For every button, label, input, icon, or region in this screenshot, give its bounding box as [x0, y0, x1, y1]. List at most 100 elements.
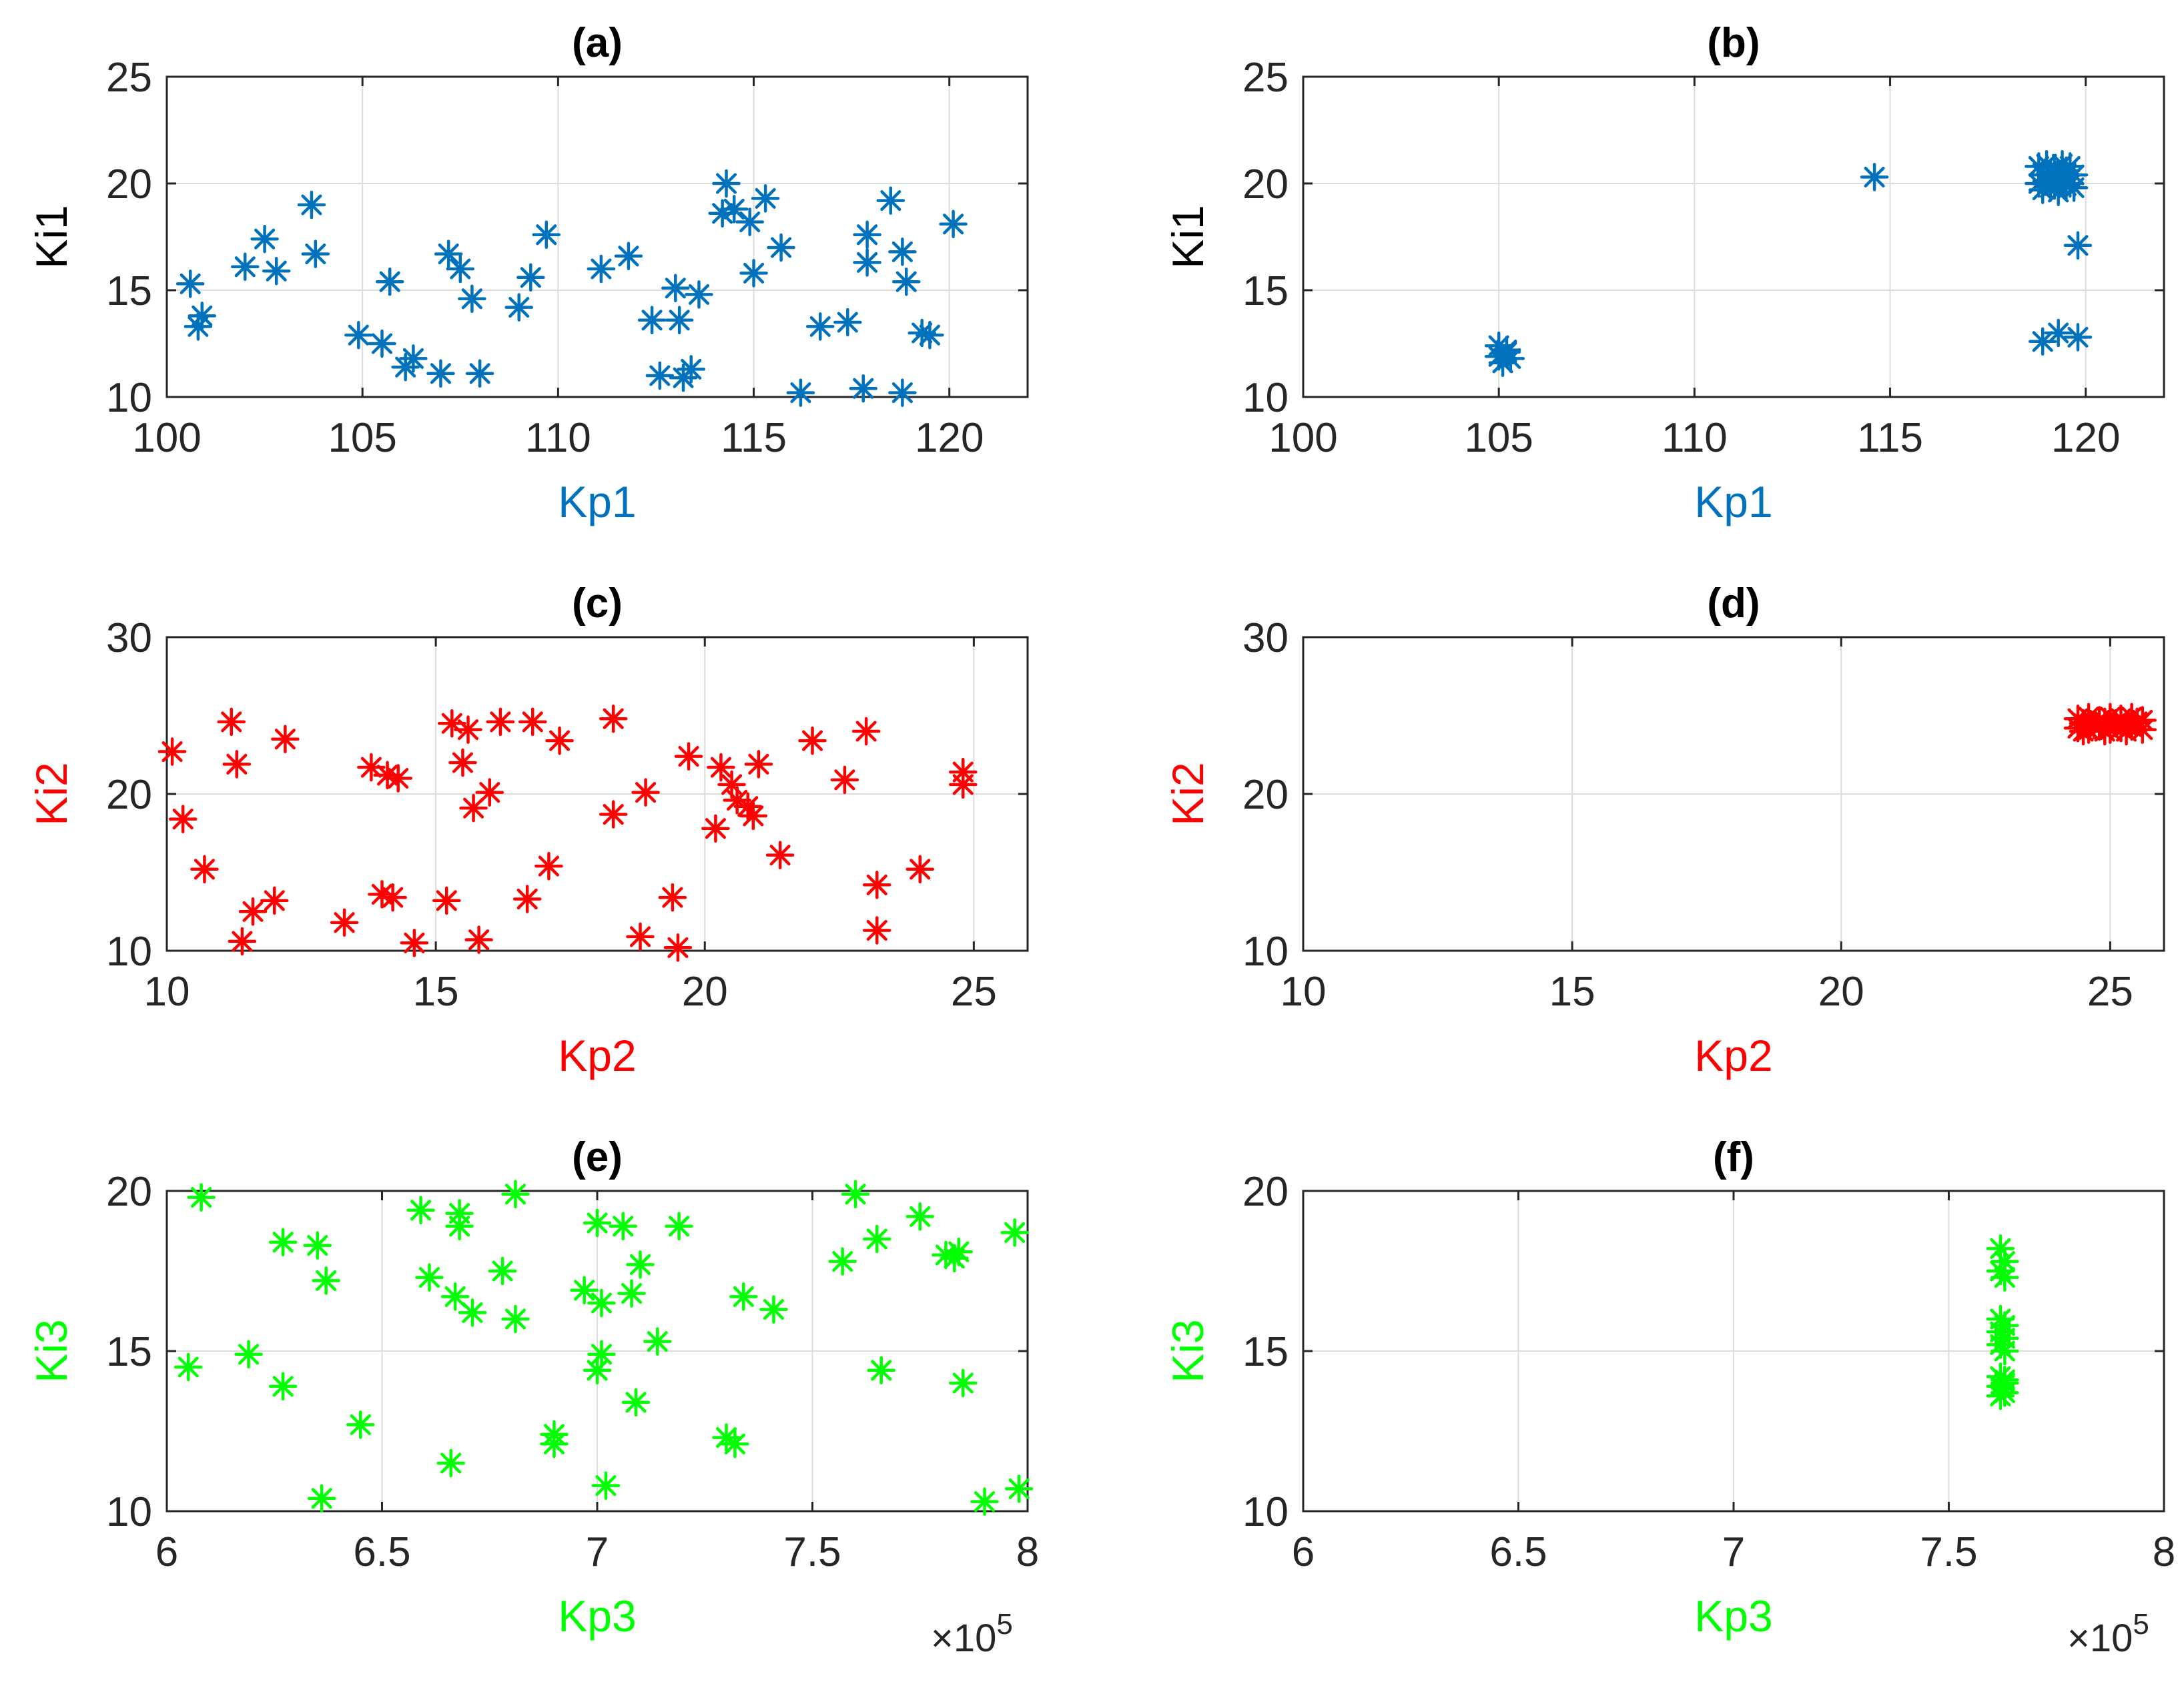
data-point — [626, 1250, 655, 1279]
data-point — [735, 207, 764, 236]
subplot-f: 6 6.5 7 7.5 8 10 15 20 (f) Kp3 Ki3 ×105 — [1163, 1134, 2175, 1660]
data-point — [459, 793, 488, 823]
x-axis-label: Kp2 — [1694, 1031, 1772, 1080]
data-point — [344, 320, 373, 350]
y-tick-label: 20 — [106, 161, 152, 207]
data-point — [786, 378, 815, 407]
subplot-a: 100 105 110 115 120 10 15 20 25 (a) Kp1 Ki1 — [27, 20, 1029, 526]
data-point — [440, 1282, 470, 1311]
x-tick-label: 100 — [1268, 415, 1337, 461]
data-point — [375, 267, 404, 296]
data-series — [157, 704, 978, 962]
data-point — [621, 1388, 651, 1417]
data-point — [297, 190, 326, 220]
data-series — [1986, 1234, 2019, 1410]
data-point — [486, 707, 515, 737]
data-point — [2059, 173, 2089, 202]
data-point — [260, 886, 289, 915]
data-point — [2040, 160, 2069, 189]
data-series — [174, 1180, 1034, 1516]
subplot-title: (d) — [1707, 580, 1760, 626]
x-tick-label: 105 — [1464, 415, 1533, 461]
x-tick-label: 7 — [586, 1529, 609, 1575]
data-point — [851, 717, 881, 746]
data-point — [949, 770, 978, 799]
data-point — [888, 378, 917, 407]
data-point — [488, 1256, 517, 1286]
data-point — [663, 933, 693, 962]
x-axis-label: Kp3 — [558, 1591, 636, 1641]
data-point — [591, 1471, 621, 1500]
data-point — [268, 1228, 298, 1257]
data-point — [751, 184, 780, 213]
data-point — [863, 1224, 891, 1254]
y-tick-label: 25 — [106, 55, 152, 101]
data-point — [234, 1340, 263, 1369]
y-tick-label: 30 — [106, 615, 152, 661]
data-point — [587, 254, 616, 284]
y-tick-label: 10 — [1242, 375, 1289, 421]
data-point — [378, 883, 407, 912]
subplot-title: (c) — [572, 580, 623, 626]
data-point — [645, 361, 675, 390]
data-point — [674, 742, 703, 771]
data-point — [174, 1352, 203, 1382]
data-point — [599, 800, 628, 829]
data-point — [307, 1484, 336, 1513]
y-tick-label: 20 — [106, 1169, 152, 1215]
x-tick-label: 6 — [155, 1529, 178, 1575]
data-point — [434, 240, 463, 268]
data-point — [723, 786, 751, 815]
data-point — [238, 897, 268, 926]
data-point — [729, 1282, 758, 1311]
data-point — [448, 748, 477, 777]
y-tick-label: 30 — [1242, 615, 1289, 661]
data-point — [626, 922, 655, 951]
x-tick-label: 115 — [1857, 415, 1923, 461]
data-point — [833, 308, 862, 337]
x-tick-label: 15 — [1549, 969, 1595, 1015]
x-tick-label: 25 — [2087, 969, 2133, 1015]
x-tick-label: 110 — [525, 415, 591, 461]
data-point — [330, 908, 359, 937]
data-point — [222, 750, 252, 779]
data-point — [399, 344, 428, 373]
y-axis-label: Ki1 — [1163, 205, 1212, 268]
data-point — [841, 1180, 870, 1209]
x-exponent-label: ×105 — [2067, 1608, 2149, 1660]
data-point — [426, 359, 455, 388]
y-tick-label: 10 — [106, 1489, 152, 1535]
data-point — [465, 359, 494, 388]
data-point — [228, 927, 257, 956]
data-point — [415, 1263, 444, 1292]
data-point — [617, 1279, 646, 1308]
y-tick-label: 15 — [1242, 268, 1289, 314]
data-point — [301, 240, 330, 268]
x-axis-label: Kp1 — [558, 477, 636, 526]
data-point — [570, 1276, 599, 1305]
data-point — [2063, 231, 2093, 260]
data-point — [739, 801, 768, 831]
data-point — [184, 312, 213, 341]
data-series — [2063, 703, 2157, 746]
data-point — [905, 855, 934, 884]
x-tick-label: 7 — [1722, 1529, 1745, 1575]
data-point — [970, 1487, 999, 1516]
data-point — [532, 220, 561, 250]
data-point — [432, 886, 461, 915]
data-point — [2044, 318, 2073, 348]
data-point — [1860, 163, 1889, 191]
y-axis-label: Ki2 — [1163, 762, 1212, 825]
data-point — [587, 1340, 616, 1369]
data-point — [312, 1266, 340, 1295]
x-tick-label: 115 — [721, 415, 787, 461]
x-tick-label: 100 — [132, 415, 201, 461]
data-point — [719, 195, 749, 224]
data-point — [190, 855, 219, 884]
data-point — [721, 1429, 749, 1458]
data-point — [446, 254, 475, 284]
y-axis-label: Ki2 — [27, 762, 76, 825]
data-series — [175, 169, 968, 407]
data-point — [583, 1208, 612, 1238]
